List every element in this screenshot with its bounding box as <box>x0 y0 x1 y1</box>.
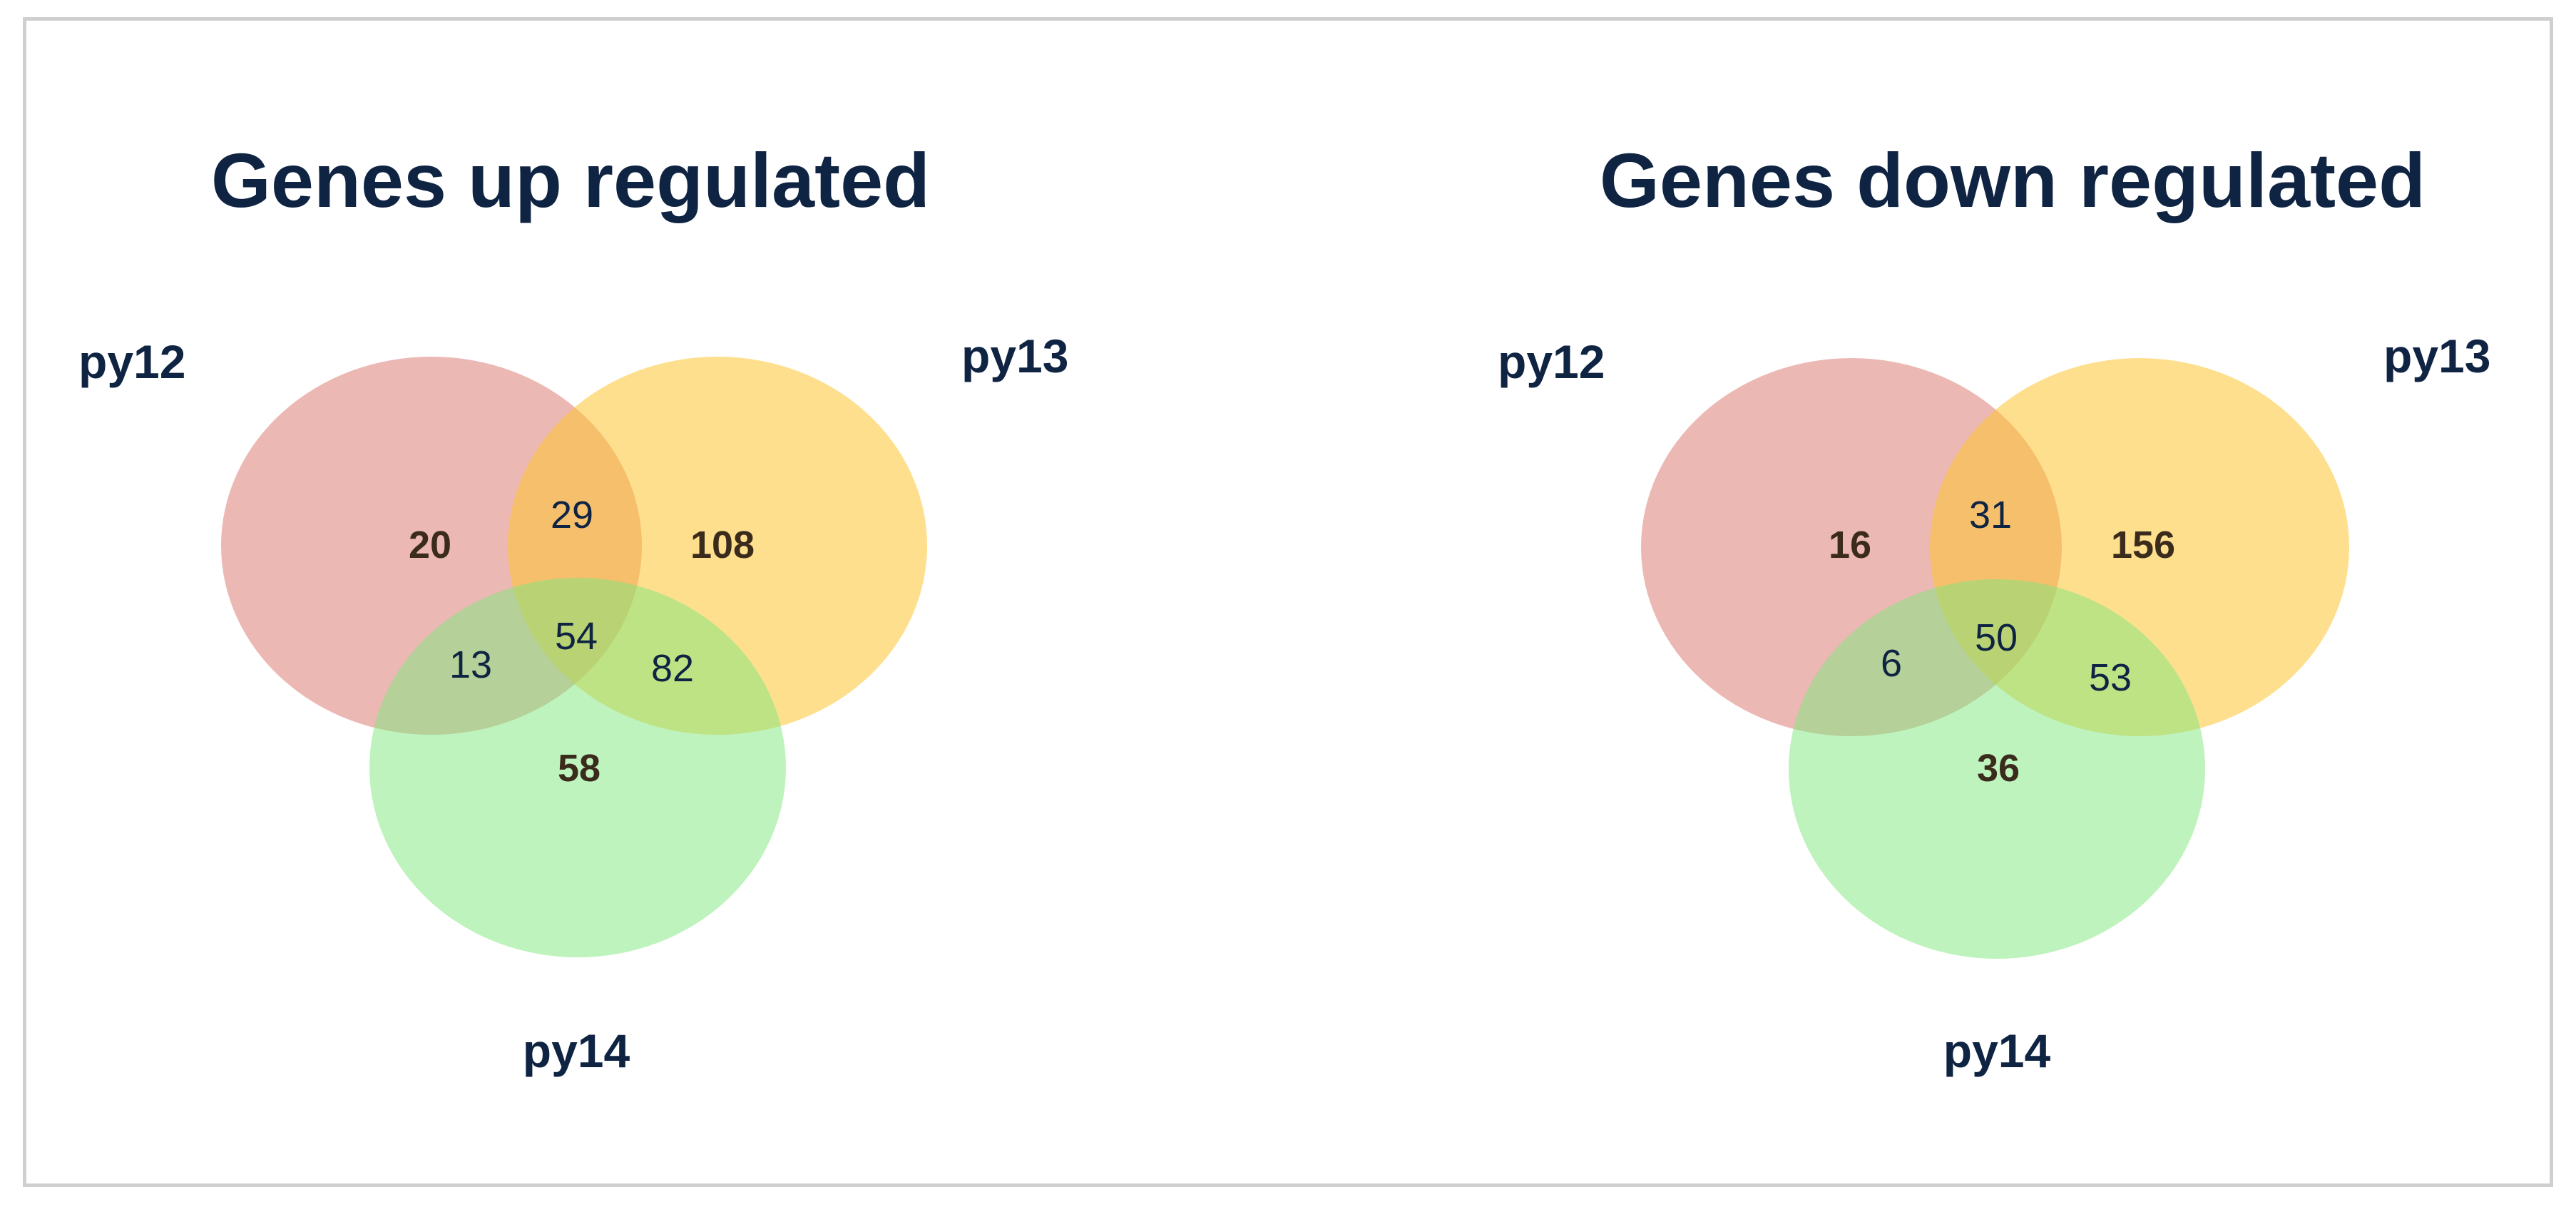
count-py12-only: 20 <box>409 524 451 566</box>
count-py14-only: 36 <box>1977 747 2020 790</box>
count-all-three: 54 <box>555 615 598 658</box>
set-circle-py14 <box>369 578 786 957</box>
set-label-py14: py14 <box>523 1024 630 1077</box>
set-label-py12: py12 <box>78 335 185 388</box>
count-py13-py14: 82 <box>651 647 694 690</box>
set-label-py14: py14 <box>1943 1024 2051 1077</box>
count-py12-py14: 13 <box>449 643 492 686</box>
diagram-title: Genes up regulated <box>211 137 930 223</box>
venn-diagram-down: Genes down regulated py12 py13 py14 16 3… <box>1498 137 2490 1077</box>
count-all-three: 50 <box>1975 616 2018 659</box>
set-label-py13: py13 <box>961 330 1068 382</box>
set-circle-py14 <box>1789 579 2205 959</box>
count-py12-py13: 31 <box>1969 494 2012 536</box>
diagram-title: Genes down regulated <box>1600 137 2426 223</box>
set-label-py13: py13 <box>2383 330 2490 382</box>
count-py12-py14: 6 <box>1881 642 1902 685</box>
count-py13-py14: 53 <box>2089 656 2132 699</box>
count-py12-py13: 29 <box>551 494 593 536</box>
set-label-py12: py12 <box>1498 335 1605 388</box>
count-py14-only: 58 <box>558 747 600 790</box>
venn-diagram-up: Genes up regulated py12 py13 py14 20 29 … <box>78 137 1068 1077</box>
count-py12-only: 16 <box>1829 524 1871 566</box>
count-py13-only: 156 <box>2111 524 2175 566</box>
count-py13-only: 108 <box>690 524 755 566</box>
